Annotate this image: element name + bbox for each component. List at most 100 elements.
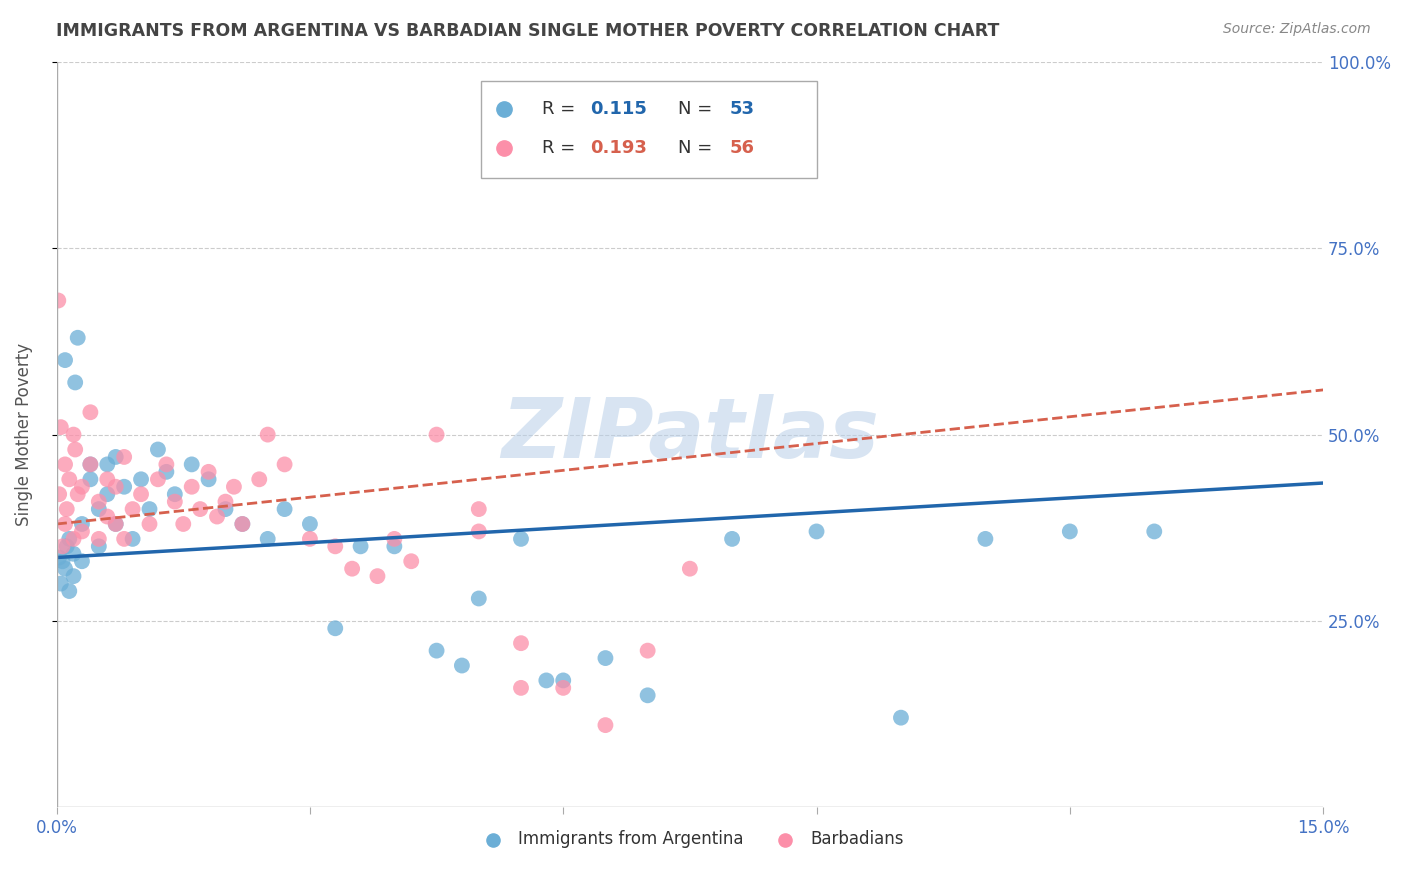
- Point: [890, 711, 912, 725]
- Point: [53, 458, 76, 472]
- Point: [974, 532, 997, 546]
- Point: [138, 516, 160, 531]
- Point: [62, 569, 84, 583]
- Text: 53: 53: [730, 100, 754, 118]
- Point: [468, 502, 491, 516]
- Point: [349, 539, 371, 553]
- Point: [382, 539, 405, 553]
- Text: 56: 56: [730, 139, 754, 157]
- Point: [112, 532, 135, 546]
- Point: [48, 487, 70, 501]
- Point: [510, 681, 533, 695]
- Point: [366, 569, 388, 583]
- Point: [62, 547, 84, 561]
- Point: [298, 516, 321, 531]
- Point: [553, 673, 575, 688]
- Text: N =: N =: [679, 100, 718, 118]
- Point: [58, 532, 80, 546]
- Point: [46, 293, 69, 308]
- Point: [70, 554, 93, 568]
- Point: [188, 502, 211, 516]
- Point: [53, 516, 76, 531]
- Point: [87, 532, 110, 546]
- Point: [62, 532, 84, 546]
- Point: [180, 458, 202, 472]
- Y-axis label: Single Mother Poverty: Single Mother Poverty: [15, 343, 32, 526]
- Point: [55, 539, 77, 553]
- Point: [155, 465, 177, 479]
- Point: [112, 480, 135, 494]
- Point: [256, 532, 278, 546]
- Point: [510, 636, 533, 650]
- Legend: Immigrants from Argentina, Barbadians: Immigrants from Argentina, Barbadians: [470, 823, 910, 855]
- Point: [163, 487, 186, 501]
- Point: [231, 516, 253, 531]
- Point: [146, 442, 169, 457]
- Point: [273, 502, 295, 516]
- Point: [87, 494, 110, 508]
- Point: [205, 509, 228, 524]
- Point: [340, 562, 363, 576]
- Point: [426, 427, 449, 442]
- Point: [66, 487, 89, 501]
- FancyBboxPatch shape: [481, 81, 817, 178]
- Point: [163, 494, 186, 508]
- Text: ZIPatlas: ZIPatlas: [501, 394, 879, 475]
- Point: [247, 472, 270, 486]
- Point: [197, 472, 219, 486]
- Point: [323, 621, 346, 635]
- Point: [79, 458, 101, 472]
- Point: [172, 516, 194, 531]
- Text: N =: N =: [679, 139, 718, 157]
- Point: [155, 458, 177, 472]
- Point: [146, 472, 169, 486]
- Point: [70, 524, 93, 539]
- Point: [382, 532, 405, 546]
- Point: [51, 539, 73, 553]
- Point: [399, 554, 422, 568]
- Point: [96, 458, 118, 472]
- Point: [70, 516, 93, 531]
- Point: [129, 472, 152, 486]
- Point: [553, 681, 575, 695]
- Point: [637, 643, 659, 657]
- Text: R =: R =: [541, 100, 581, 118]
- Point: [51, 554, 73, 568]
- Point: [79, 405, 101, 419]
- Point: [298, 532, 321, 546]
- Point: [468, 524, 491, 539]
- Point: [121, 502, 143, 516]
- Point: [63, 376, 86, 390]
- Point: [138, 502, 160, 516]
- Point: [468, 591, 491, 606]
- Point: [121, 532, 143, 546]
- Point: [214, 502, 236, 516]
- Point: [104, 480, 127, 494]
- Point: [214, 494, 236, 508]
- Point: [48, 550, 70, 565]
- Point: [87, 502, 110, 516]
- Point: [721, 532, 744, 546]
- Point: [806, 524, 828, 539]
- Point: [426, 643, 449, 657]
- Point: [104, 516, 127, 531]
- Point: [104, 450, 127, 464]
- Text: R =: R =: [541, 139, 581, 157]
- Point: [679, 562, 702, 576]
- Point: [62, 427, 84, 442]
- Point: [79, 472, 101, 486]
- Point: [595, 718, 617, 732]
- Point: [96, 472, 118, 486]
- Point: [87, 539, 110, 553]
- Point: [66, 331, 89, 345]
- Point: [79, 458, 101, 472]
- Point: [53, 562, 76, 576]
- Point: [180, 480, 202, 494]
- Point: [273, 458, 295, 472]
- Text: Source: ZipAtlas.com: Source: ZipAtlas.com: [1223, 22, 1371, 37]
- Point: [96, 509, 118, 524]
- Point: [510, 532, 533, 546]
- Point: [637, 689, 659, 703]
- Point: [1143, 524, 1166, 539]
- Text: 0.115: 0.115: [591, 100, 647, 118]
